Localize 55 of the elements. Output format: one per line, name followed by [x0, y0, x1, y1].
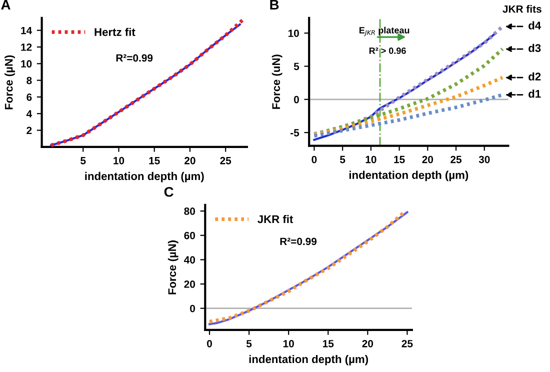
y-tick-label: 0 — [190, 304, 195, 312]
x-tick-label: 5 — [80, 157, 86, 164]
line-series — [312, 76, 504, 136]
x-tick-label: 0 — [312, 156, 317, 164]
x-axis-title: indentation depth (µm) — [85, 172, 204, 182]
legend-label: Hertz fit — [94, 28, 136, 36]
x-tick-label: 25 — [402, 340, 413, 348]
x-tick-label: 5 — [246, 340, 252, 348]
x-tick-label: 10 — [114, 156, 124, 164]
y-tick-label: 4 — [26, 110, 32, 118]
x-tick-label: 30 — [478, 156, 490, 164]
x-tick-label: 0 — [207, 340, 212, 348]
y-tick-label: 2 — [26, 126, 32, 134]
x-axis-title: indentation depth (µm) — [249, 354, 368, 366]
x-tick-label: 20 — [362, 340, 374, 348]
x-tick-label: 5 — [340, 156, 346, 164]
y-tick-label: 10 — [288, 30, 299, 37]
y-tick-label: -5 — [290, 129, 300, 136]
x-tick-label: 25 — [450, 156, 462, 164]
x-tick-label: 15 — [149, 157, 160, 164]
y-tick-label: 80 — [184, 208, 195, 215]
y-tick-label: 60 — [184, 232, 195, 240]
text: d1 — [528, 90, 541, 98]
y-axis-title: Force (uN) — [272, 54, 282, 109]
y-tick-label: 6 — [26, 93, 32, 101]
text: d4 — [528, 21, 542, 30]
line-series — [312, 92, 504, 138]
x-axis-title: indentation depth (µm) — [349, 170, 468, 182]
annotation: R²=0.99 — [116, 54, 153, 62]
y-tick-label: 20 — [184, 280, 195, 288]
y-tick-label: 12 — [21, 44, 32, 51]
x-tick-label: 15 — [322, 340, 334, 348]
y-tick-label: 10 — [21, 60, 32, 68]
chart-title: B — [270, 0, 279, 10]
x-tick-label: 25 — [220, 156, 232, 164]
y-tick-label: 14 — [21, 26, 32, 34]
y-tick-label: 5 — [294, 62, 300, 70]
y-axis-title: Force (µN) — [168, 240, 178, 294]
y-tick-label: 40 — [184, 256, 195, 264]
annotation: R²=0.99 — [280, 238, 317, 246]
legend-label: JKR fit — [258, 214, 294, 224]
y-tick-label: 0 — [294, 96, 299, 104]
text: d2 — [528, 72, 541, 81]
y-axis-title: Force (µN) — [4, 55, 15, 110]
y-tick-label: 8 — [26, 76, 32, 84]
x-tick-label: 15 — [394, 156, 405, 164]
annotation: R² > 0.96 — [369, 48, 406, 54]
text: JKR fits — [502, 5, 542, 13]
x-tick-label: 20 — [422, 156, 434, 164]
x-tick-label: 10 — [283, 340, 294, 348]
x-tick-label: 10 — [366, 156, 376, 164]
chart-title: C — [164, 186, 174, 197]
chart-title: A — [1, 0, 10, 10]
annotation: E$_{JKR}$ plateau — [359, 26, 410, 36]
text: d3 — [528, 44, 541, 52]
